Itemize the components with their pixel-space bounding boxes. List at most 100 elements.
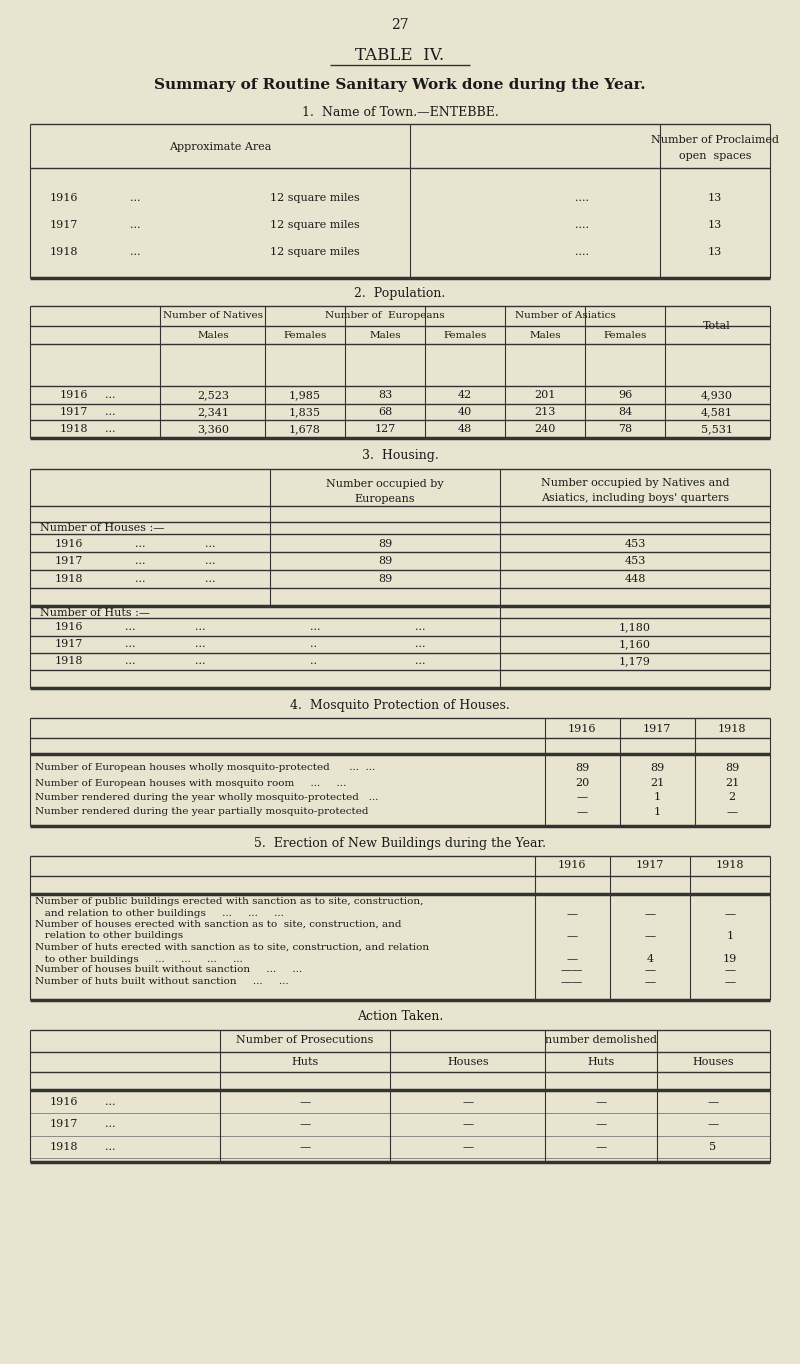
Text: 1916: 1916 <box>568 724 596 734</box>
Text: 5.  Erection of New Buildings during the Year.: 5. Erection of New Buildings during the … <box>254 836 546 850</box>
Text: Number of houses built without sanction     ...     ...: Number of houses built without sanction … <box>35 966 302 974</box>
Text: 1918: 1918 <box>716 859 744 870</box>
Text: relation to other buildings: relation to other buildings <box>35 932 183 941</box>
Text: Number of Asiatics: Number of Asiatics <box>514 311 615 319</box>
Text: Europeans: Europeans <box>354 494 415 505</box>
Text: 12 square miles: 12 square miles <box>270 192 360 203</box>
Text: ...: ... <box>105 1097 115 1108</box>
Text: ...: ... <box>195 638 206 649</box>
Text: —: — <box>707 1097 718 1108</box>
Text: 1917: 1917 <box>60 406 88 417</box>
Text: —: — <box>595 1142 606 1153</box>
Text: 48: 48 <box>458 424 472 434</box>
Text: Number of Houses :—: Number of Houses :— <box>40 522 164 533</box>
Text: 13: 13 <box>708 192 722 203</box>
Text: 13: 13 <box>708 247 722 256</box>
Text: —: — <box>566 908 578 919</box>
Text: ...: ... <box>105 1118 115 1129</box>
Text: 89: 89 <box>725 762 739 773</box>
Text: —: — <box>707 1118 718 1129</box>
Text: 1916: 1916 <box>55 622 83 632</box>
Text: ....: .... <box>575 192 589 203</box>
Text: —: — <box>462 1097 474 1108</box>
Text: Females: Females <box>443 331 486 341</box>
Text: 89: 89 <box>378 539 392 548</box>
Text: ...: ... <box>415 622 426 632</box>
Text: —: — <box>566 953 578 964</box>
Text: 83: 83 <box>378 390 392 400</box>
Text: 5: 5 <box>710 1142 717 1153</box>
Text: ...: ... <box>205 574 215 584</box>
Text: ...: ... <box>125 656 135 666</box>
Text: 20: 20 <box>575 777 589 788</box>
Text: 4,930: 4,930 <box>701 390 733 400</box>
Text: 1917: 1917 <box>55 638 83 649</box>
Text: Number rendered during the year wholly mosquito-protected   ...: Number rendered during the year wholly m… <box>35 792 378 802</box>
Text: 1,678: 1,678 <box>289 424 321 434</box>
Text: 1916: 1916 <box>55 539 83 548</box>
Text: ...: ... <box>205 539 215 548</box>
Text: Number of huts erected with sanction as to site, construction, and relation: Number of huts erected with sanction as … <box>35 943 429 952</box>
Text: 1: 1 <box>654 807 661 817</box>
Text: Number of Proclaimed: Number of Proclaimed <box>651 135 779 145</box>
Text: 1916: 1916 <box>60 390 89 400</box>
Text: ...: ... <box>135 557 146 566</box>
Text: 213: 213 <box>534 406 556 417</box>
Text: —: — <box>577 792 587 802</box>
Text: 1,985: 1,985 <box>289 390 321 400</box>
Text: ..: .. <box>310 656 317 666</box>
Text: ....: .... <box>575 247 589 256</box>
Text: ...: ... <box>130 220 141 231</box>
Text: 68: 68 <box>378 406 392 417</box>
Text: Number of European houses with mosquito room     ...     ...: Number of European houses with mosquito … <box>35 779 346 787</box>
Text: 1918: 1918 <box>50 247 78 256</box>
Text: ...: ... <box>105 1142 115 1153</box>
Text: Asiatics, including boys' quarters: Asiatics, including boys' quarters <box>541 492 729 503</box>
Text: 1917: 1917 <box>636 859 664 870</box>
Text: 5,531: 5,531 <box>701 424 733 434</box>
Text: ...: ... <box>130 192 141 203</box>
Text: 42: 42 <box>458 390 472 400</box>
Text: Number occupied by Natives and: Number occupied by Natives and <box>541 477 730 488</box>
Text: —: — <box>645 977 655 988</box>
Text: —: — <box>462 1118 474 1129</box>
Text: 1918: 1918 <box>718 724 746 734</box>
Text: 2,341: 2,341 <box>197 406 229 417</box>
Text: 1,180: 1,180 <box>619 622 651 632</box>
Text: Huts: Huts <box>291 1057 318 1067</box>
Text: 1916: 1916 <box>50 192 78 203</box>
Text: to other buildings     ...     ...     ...     ...: to other buildings ... ... ... ... <box>35 955 242 963</box>
Text: 1.  Name of Town.—ENTEBBE.: 1. Name of Town.—ENTEBBE. <box>302 105 498 119</box>
Text: and relation to other buildings     ...     ...     ...: and relation to other buildings ... ... … <box>35 910 284 918</box>
Text: 1918: 1918 <box>55 656 83 666</box>
Text: —: — <box>726 807 738 817</box>
Text: —: — <box>725 908 735 919</box>
Text: Males: Males <box>529 331 561 341</box>
Text: Number rendered during the year partially mosquito-protected: Number rendered during the year partiall… <box>35 807 369 817</box>
Text: number demolished: number demolished <box>545 1035 657 1045</box>
Text: ...: ... <box>135 574 146 584</box>
Text: Number of huts built without sanction     ...     ...: Number of huts built without sanction ..… <box>35 978 289 986</box>
Text: Males: Males <box>197 331 229 341</box>
Text: ...: ... <box>135 539 146 548</box>
Text: 89: 89 <box>378 557 392 566</box>
Text: —: — <box>595 1118 606 1129</box>
Text: Number of Natives: Number of Natives <box>163 311 263 319</box>
Text: 89: 89 <box>378 574 392 584</box>
Text: 1918: 1918 <box>55 574 83 584</box>
Text: 1: 1 <box>726 932 734 941</box>
Text: ...: ... <box>130 247 141 256</box>
Text: 1,835: 1,835 <box>289 406 321 417</box>
Text: 1917: 1917 <box>50 220 78 231</box>
Text: —: — <box>299 1118 310 1129</box>
Text: —: — <box>725 964 735 975</box>
Text: ...: ... <box>125 622 135 632</box>
Text: 453: 453 <box>624 539 646 548</box>
Text: 127: 127 <box>374 424 396 434</box>
Text: 27: 27 <box>391 18 409 31</box>
Text: Number of houses erected with sanction as to  site, construction, and: Number of houses erected with sanction a… <box>35 919 402 929</box>
Text: 1917: 1917 <box>50 1118 78 1129</box>
Text: Number occupied by: Number occupied by <box>326 479 444 490</box>
Text: Females: Females <box>283 331 326 341</box>
Text: Huts: Huts <box>587 1057 614 1067</box>
